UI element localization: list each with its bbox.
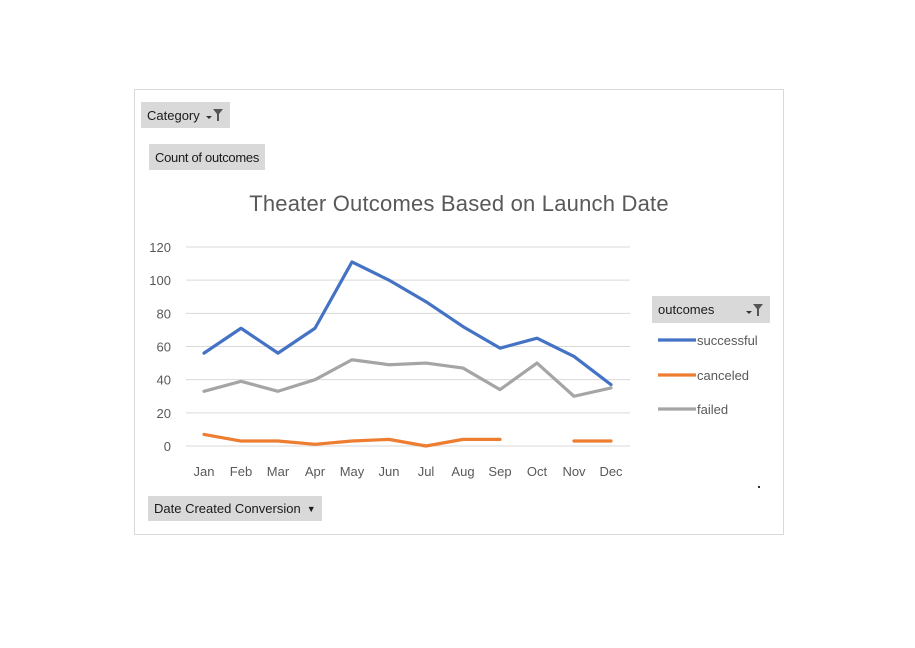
legend-filter-funnel-icon <box>744 302 764 318</box>
series-line-failed <box>202 358 613 398</box>
axis-field-label: Date Created Conversion <box>154 501 301 516</box>
decorative-dot <box>758 486 760 488</box>
legend-label-successful: successful <box>697 333 758 348</box>
values-field-label: Count of outcomes <box>155 149 260 165</box>
y-tick-label: 80 <box>157 306 171 321</box>
values-field-button[interactable]: Count of outcomes <box>149 144 266 170</box>
series-line-canceled <box>202 432 502 448</box>
legend-label-failed: failed <box>697 402 728 417</box>
x-tick-label: Aug <box>451 464 474 479</box>
x-tick-label: Mar <box>267 464 290 479</box>
dropdown-arrow-icon: ▼ <box>306 503 316 514</box>
legend-field-button[interactable]: outcomes <box>652 296 770 323</box>
x-tick-label: Jul <box>418 464 435 479</box>
x-tick-label: May <box>340 464 365 479</box>
x-tick-label: Oct <box>527 464 548 479</box>
y-tick-label: 40 <box>157 373 171 388</box>
y-tick-label: 120 <box>149 240 171 255</box>
axis-field-button[interactable]: Date Created Conversion ▼ <box>148 496 322 521</box>
x-tick-label: Jan <box>194 464 215 479</box>
legend-field-label: outcomes <box>658 302 715 317</box>
x-tick-label: Dec <box>599 464 623 479</box>
y-tick-label: 60 <box>157 340 171 355</box>
x-tick-label: Jun <box>379 464 400 479</box>
y-tick-label: 0 <box>164 439 171 454</box>
filter-funnel-icon <box>204 107 224 123</box>
category-filter-label: Category <box>147 107 200 123</box>
legend-label-canceled: canceled <box>697 368 749 383</box>
x-tick-label: Feb <box>230 464 252 479</box>
y-tick-label: 20 <box>157 406 171 421</box>
series-line-successful <box>202 260 613 387</box>
y-tick-label: 100 <box>149 273 171 288</box>
category-filter-button[interactable]: Category <box>141 102 230 128</box>
x-tick-label: Apr <box>305 464 326 479</box>
x-tick-label: Sep <box>488 464 511 479</box>
x-tick-label: Nov <box>562 464 586 479</box>
chart-title: Theater Outcomes Based on Launch Date <box>249 191 669 216</box>
